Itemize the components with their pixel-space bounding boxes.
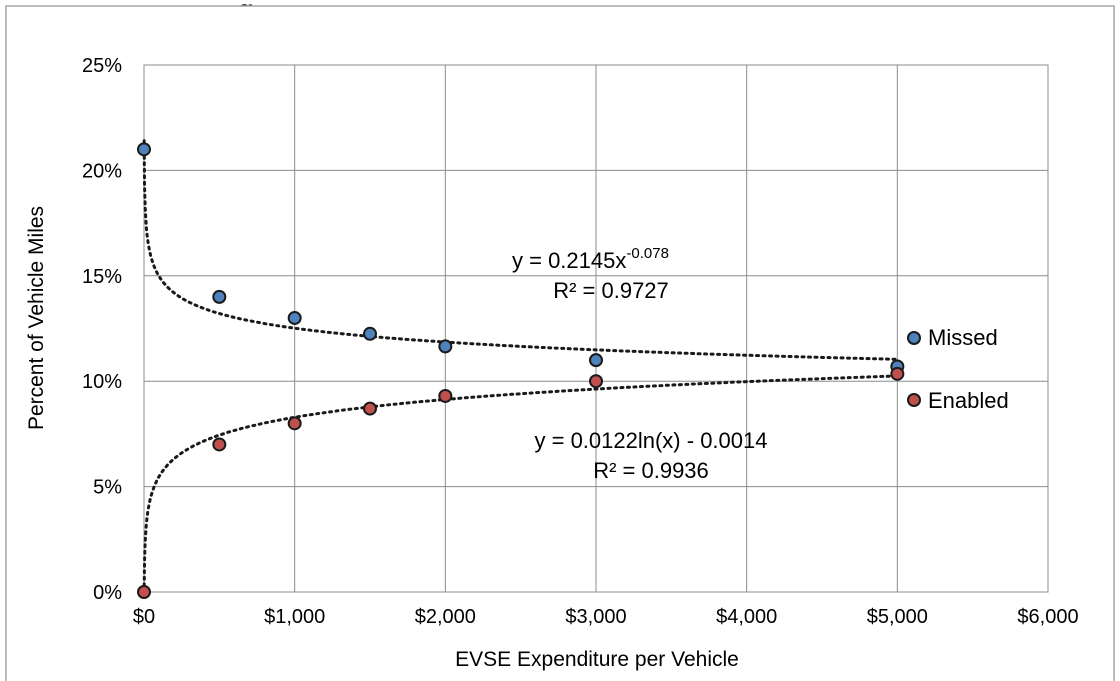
legend-label-enabled: Enabled — [928, 388, 1009, 413]
x-tick-label: $2,000 — [415, 606, 476, 628]
y-tick-label: 5% — [93, 477, 122, 499]
trendline-missed — [142, 139, 899, 361]
data-points — [137, 142, 905, 599]
y-tick-label: 20% — [82, 160, 122, 182]
chart-frame — [5, 5, 1115, 681]
point-missed — [363, 326, 377, 341]
x-tick-label: $1,000 — [264, 606, 325, 628]
y-tick-label: 10% — [82, 371, 122, 393]
point-enabled — [890, 366, 905, 381]
legend-marker-enabled — [907, 393, 921, 407]
point-missed — [589, 353, 603, 368]
y-axis-title: Percent of Vehicle Miles — [25, 206, 48, 430]
point-enabled — [212, 437, 227, 452]
point-missed — [438, 339, 453, 354]
legend-marker-missed — [907, 331, 921, 345]
x-tick-label: $4,000 — [716, 606, 777, 628]
point-missed — [137, 142, 151, 157]
y-tick-label: 15% — [82, 266, 122, 288]
x-axis-title: EVSE Expenditure per Vehicle — [455, 648, 739, 671]
x-tick-label: $5,000 — [867, 606, 928, 628]
point-enabled — [589, 374, 603, 389]
enabled-r2: R² = 0.9936 — [593, 458, 709, 483]
tick-labels: 0% 5% 10% 15% 20% 25% $0 $1,000 $2,000 $3,000 $4,0… — [82, 55, 1079, 628]
point-missed — [287, 310, 302, 325]
missed-r2: R² = 0.9727 — [553, 278, 669, 303]
x-tick-label: $0 — [133, 606, 155, 628]
point-enabled — [137, 585, 151, 599]
point-missed — [212, 289, 227, 304]
legend-label-missed: Missed — [928, 325, 998, 350]
y-tick-label: 25% — [82, 55, 122, 77]
trendline-enabled — [142, 374, 899, 594]
point-enabled — [438, 388, 453, 403]
x-tick-label: $6,000 — [1017, 606, 1078, 628]
point-enabled — [287, 416, 302, 431]
y-tick-label: 0% — [93, 582, 122, 604]
point-enabled — [363, 401, 377, 416]
grid — [143, 64, 1049, 593]
x-tick-label: $3,000 — [565, 606, 626, 628]
missed-equation: y = 0.2145x-0.078 — [512, 245, 669, 273]
legend: Missed Enabled — [907, 325, 1009, 413]
enabled-equation: y = 0.0122ln(x) - 0.0014 — [535, 428, 768, 453]
trendlines — [142, 139, 899, 594]
plot-area-border — [143, 64, 1049, 593]
